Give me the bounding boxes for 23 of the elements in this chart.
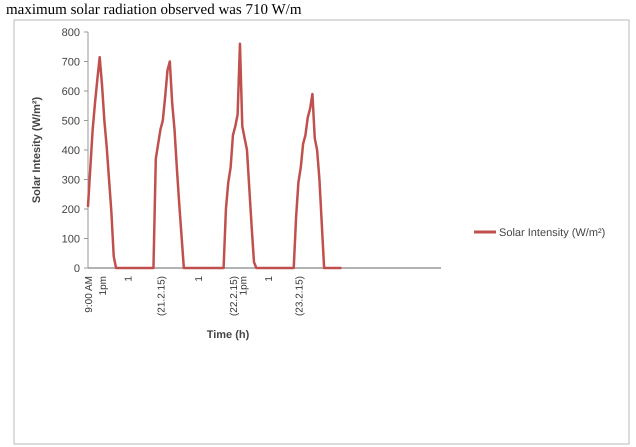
x-tick-label: (21.2.15) xyxy=(156,276,168,316)
x-tick-label: 1pm xyxy=(98,276,110,296)
x-tick-label: (23.2.15) xyxy=(294,276,306,316)
y-tick-label: 500 xyxy=(62,115,80,128)
x-tick-label: 1pm xyxy=(238,276,250,296)
x-tick-label: 1 xyxy=(264,276,276,282)
y-tick-label: 300 xyxy=(62,174,80,186)
y-tick-label: 700 xyxy=(62,56,80,68)
y-tick-label: 100 xyxy=(62,233,80,246)
y-tick-label: 0 xyxy=(74,262,80,275)
y-axis-title: Solar Intesity (W/m²) xyxy=(31,96,43,204)
x-tick-label: 1 xyxy=(194,276,205,282)
x-tick-label: (22.2.15) xyxy=(228,276,240,316)
y-tick-label: 400 xyxy=(62,144,80,157)
y-tick-label: 200 xyxy=(62,204,80,216)
x-axis-title: Time (h) xyxy=(206,329,250,341)
text: maximum solar radiation observed was 710 W/m xyxy=(6,2,302,18)
y-tick-label: 800 xyxy=(62,26,80,39)
y-tick-label: 600 xyxy=(62,86,80,98)
x-tick-label: 9:00 AM xyxy=(84,276,95,313)
line-series xyxy=(86,42,342,270)
legend-label: Solar Intensity (W/m²) xyxy=(499,226,606,239)
x-tick-label: 1 xyxy=(124,276,135,282)
